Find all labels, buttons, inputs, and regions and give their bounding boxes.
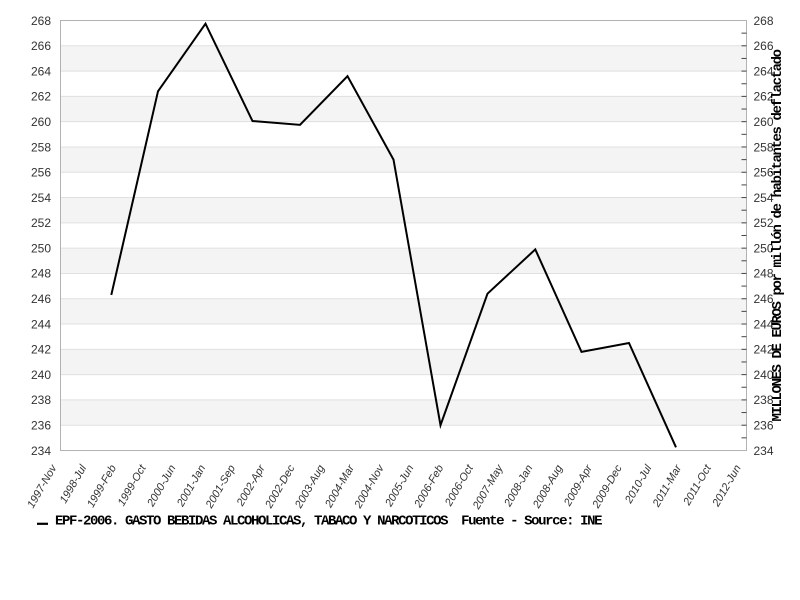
svg-text:238: 238 [754,393,774,407]
svg-text:256: 256 [754,166,774,180]
svg-text:266: 266 [754,39,774,53]
svg-text:248: 248 [31,267,51,281]
svg-text:254: 254 [754,191,774,205]
svg-text:234: 234 [754,444,774,458]
svg-text:262: 262 [754,90,774,104]
svg-text:246: 246 [754,292,774,306]
svg-text:250: 250 [754,241,774,255]
svg-text:236: 236 [31,419,51,433]
svg-text:264: 264 [754,64,774,78]
svg-text:256: 256 [31,166,51,180]
svg-text:268: 268 [31,14,51,28]
svg-text:266: 266 [31,39,51,53]
svg-text:260: 260 [31,115,51,129]
svg-text:238: 238 [31,393,51,407]
svg-text:252: 252 [754,216,774,230]
svg-text:240: 240 [31,368,51,382]
svg-text:252: 252 [31,216,51,230]
svg-text:264: 264 [31,64,51,78]
svg-text:236: 236 [754,419,774,433]
svg-text:268: 268 [754,14,774,28]
svg-text:240: 240 [754,368,774,382]
svg-text:260: 260 [754,115,774,129]
svg-text:234: 234 [31,444,51,458]
svg-text:242: 242 [754,343,774,357]
svg-text:244: 244 [754,317,774,331]
svg-text:MILLONES DE EUROS por millón d: MILLONES DE EUROS por millón de habitant… [770,49,786,421]
svg-text:EPF-2006. GASTO BEBIDAS ALCOHO: EPF-2006. GASTO BEBIDAS ALCOHOLICAS, TAB… [55,514,602,530]
svg-text:262: 262 [31,90,51,104]
svg-text:254: 254 [31,191,51,205]
svg-text:246: 246 [31,292,51,306]
svg-text:244: 244 [31,317,51,331]
svg-text:242: 242 [31,343,51,357]
svg-text:258: 258 [31,140,51,154]
svg-text:248: 248 [754,267,774,281]
svg-text:258: 258 [754,140,774,154]
svg-text:250: 250 [31,241,51,255]
